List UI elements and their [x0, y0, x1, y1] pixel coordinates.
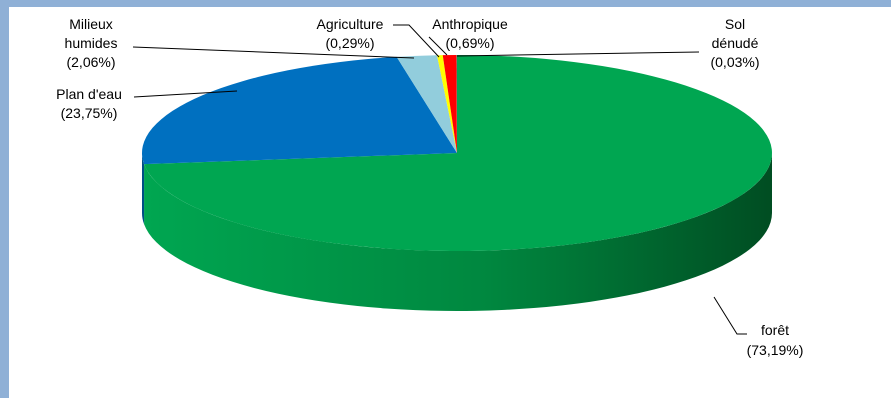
label-foret: forêt — [761, 322, 789, 338]
label-anthropique-pct: (0,69%) — [445, 35, 494, 51]
pie-sides — [142, 153, 773, 311]
pie-side-plan-d-eau — [142, 153, 145, 225]
pie-slices — [142, 55, 773, 251]
leader-line-agriculture — [393, 24, 440, 58]
pie-slice-milieux-humides — [396, 55, 457, 153]
chart-area: Milieux humides (2,06%) Plan d'eau (23,7… — [9, 7, 891, 398]
label-foret-pct: (73,19%) — [747, 342, 804, 358]
leader-line-anthropique — [428, 36, 448, 56]
pie-slice-plan-d-eau — [142, 56, 457, 165]
label-milieux-humides-line1: Milieux — [69, 16, 113, 32]
pie-slice-anthropique — [442, 55, 457, 153]
label-sol-denude-line2: dénudé — [712, 35, 759, 51]
label-agriculture: Agriculture — [317, 16, 384, 32]
leader-line-plan-d-eau — [133, 90, 238, 98]
label-milieux-humides-line2: humides — [65, 35, 118, 51]
label-sol-denude-pct: (0,03%) — [710, 54, 759, 70]
leader-line-milieux-humides — [132, 46, 415, 59]
label-milieux-humides-pct: (2,06%) — [66, 54, 115, 70]
pie-slice-foret — [144, 55, 773, 251]
label-anthropique: Anthropique — [432, 16, 508, 32]
leader-line-sol-denude — [456, 51, 700, 57]
pie-slice-agriculture — [437, 55, 457, 153]
label-plan-deau-pct: (23,75%) — [61, 105, 118, 121]
leader-lines — [132, 24, 747, 335]
label-plan-deau: Plan d'eau — [56, 86, 122, 102]
pie-side-foret — [144, 153, 773, 311]
leader-line-foret — [713, 296, 747, 335]
label-sol-denude-line1: Sol — [725, 16, 745, 32]
pie-slice-sol-denude — [456, 55, 457, 153]
label-agriculture-pct: (0,29%) — [325, 35, 374, 51]
pie-chart: Milieux humides (2,06%) Plan d'eau (23,7… — [56, 16, 804, 358]
